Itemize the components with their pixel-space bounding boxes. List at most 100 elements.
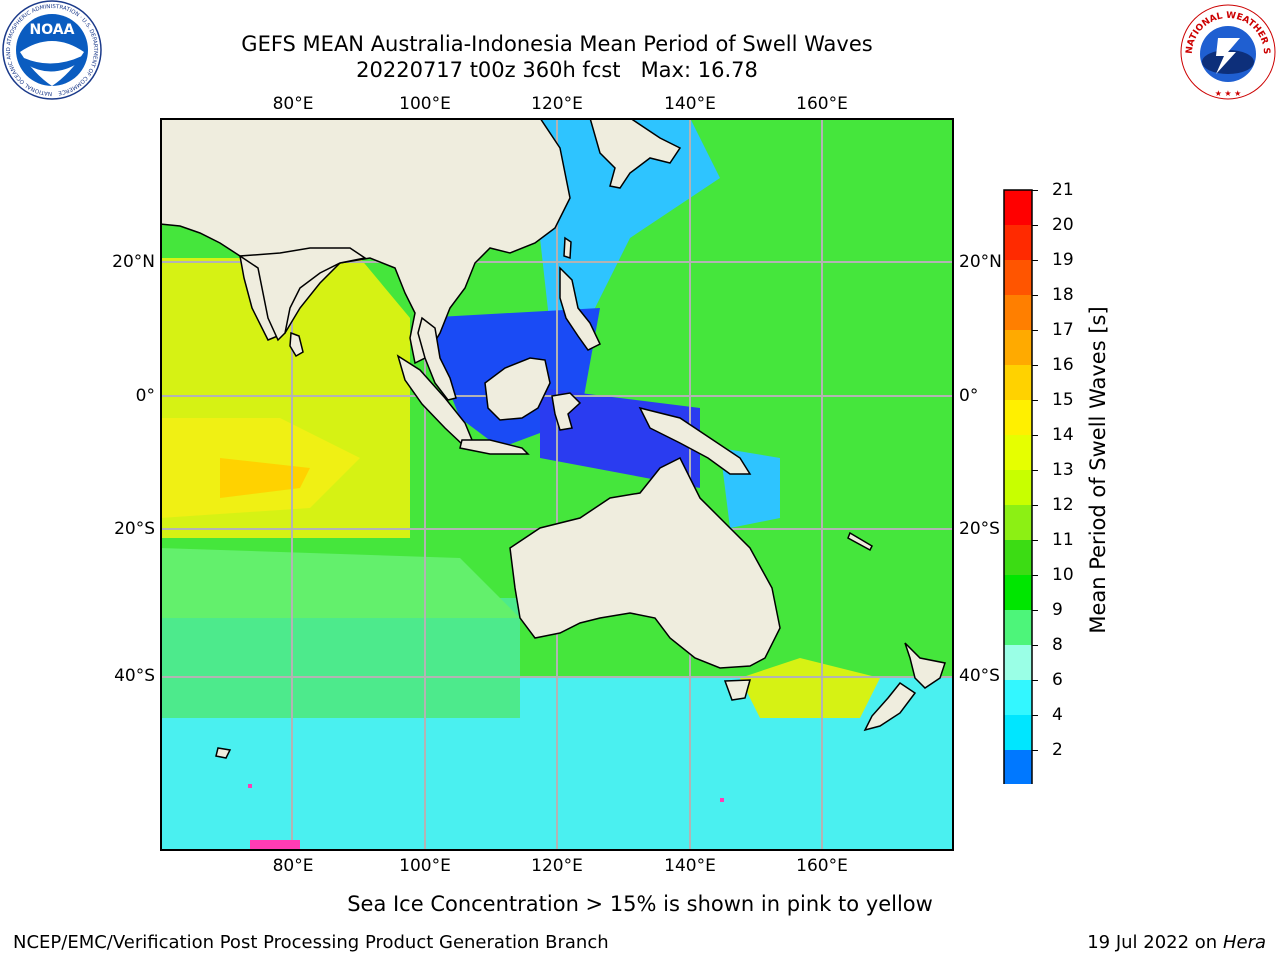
colorbar-tick-label: 16 (1052, 355, 1074, 375)
lon-label-top-120e: 120°E (531, 94, 583, 114)
new-guinea (638, 406, 752, 475)
sea-ice-note: Sea Ice Concentration > 15% is shown in … (347, 892, 933, 916)
colorbar-tick-mark (1032, 434, 1038, 436)
colorbar-outline (1003, 189, 1033, 784)
lat-label-left-40s: 40°S (114, 666, 155, 686)
map-frame (160, 118, 954, 851)
chart-title-line1: GEFS MEAN Australia-Indonesia Mean Perio… (241, 32, 873, 56)
colorbar-segment (1004, 470, 1032, 505)
colorbar-tick-label: 10 (1052, 565, 1074, 585)
lat-label-left-eq: 0° (135, 386, 155, 406)
map-panel (160, 118, 954, 851)
footer-machine: Hera (1222, 932, 1266, 953)
lat-label-right-20s: 20°S (959, 519, 1000, 539)
colorbar-tick-label: 4 (1052, 705, 1063, 725)
kerguelen (215, 747, 232, 759)
colorbar-tick-mark (1032, 714, 1038, 716)
taiwan (563, 236, 572, 260)
colorbar-tick-mark (1032, 644, 1038, 646)
tasman-sea-swell (740, 658, 880, 718)
lon-label-top-80e: 80°E (272, 94, 314, 114)
svg-text:★ ★ ★: ★ ★ ★ (1215, 89, 1242, 98)
lon-label-bottom-100e: 100°E (399, 856, 451, 876)
japan-korea (589, 118, 682, 189)
footer-right: 19 Jul 2022 on Hera (1087, 932, 1266, 954)
india-peninsula (237, 247, 367, 342)
colorbar-tick-label: 19 (1052, 250, 1074, 270)
footer-left: NCEP/EMC/Verification Post Processing Pr… (13, 932, 609, 953)
sea-ice-marks (248, 784, 724, 851)
colorbar-tick-mark (1032, 364, 1038, 366)
colorbar-tick-mark (1032, 539, 1038, 541)
colorbar-segment (1004, 540, 1032, 575)
colorbar-tick-mark (1032, 294, 1038, 296)
indian-ocean-max-swell (220, 458, 310, 498)
lat-label-right-20n: 20°N (959, 252, 1002, 272)
tasmania (723, 679, 751, 701)
colorbar-tick-label: 17 (1052, 320, 1074, 340)
colorbar-tick-mark (1032, 609, 1038, 611)
lon-label-bottom-160e: 160°E (796, 856, 848, 876)
colorbar-tick-mark (1032, 749, 1038, 751)
sri-lanka (289, 331, 304, 358)
colorbar (1003, 189, 1033, 784)
lon-label-top-140e: 140°E (664, 94, 716, 114)
new-caledonia (847, 531, 873, 552)
colorbar-segment (1004, 645, 1032, 680)
colorbar-tick-mark (1032, 504, 1038, 506)
sulawesi (551, 392, 582, 431)
colorbar-tick-label: 11 (1052, 530, 1074, 550)
colorbar-segment (1004, 610, 1032, 645)
colorbar-segment (1004, 400, 1032, 435)
colorbar-segment (1004, 750, 1032, 784)
colorbar-tick-label: 8 (1052, 635, 1063, 655)
colorbar-tick-label: 2 (1052, 740, 1063, 760)
colorbar-tick-label: 21 (1052, 180, 1074, 200)
colorbar-tick-label: 6 (1052, 670, 1063, 690)
colorbar-segment (1004, 330, 1032, 365)
south-indian-band (160, 548, 520, 618)
lat-label-left-20n: 20°N (112, 252, 155, 272)
noaa-logo-icon: NATIONAL OCEANIC AND ATMOSPHERIC ADMINIS… (2, 0, 102, 100)
lat-label-right-40s: 40°S (959, 666, 1000, 686)
lon-label-bottom-80e: 80°E (272, 856, 314, 876)
philippines (559, 266, 601, 351)
colorbar-segment (1004, 435, 1032, 470)
colorbar-tick-mark (1032, 469, 1038, 471)
colorbar-segment (1004, 225, 1032, 260)
malay-peninsula (417, 316, 457, 401)
china-seas-short-swell (540, 118, 720, 328)
colorbar-tick-mark (1032, 574, 1038, 576)
colorbar-segment (1004, 505, 1032, 540)
colorbar-label: Mean Period of Swell Waves [s] (1086, 306, 1110, 634)
colorbar-tick-mark (1032, 224, 1038, 226)
colorbar-tick-label: 20 (1052, 215, 1074, 235)
new-zealand-south (863, 681, 917, 732)
java (459, 439, 530, 455)
noaa-logo-text: NOAA (30, 22, 75, 38)
colorbar-tick-mark (1032, 399, 1038, 401)
colorbar-tick-label: 14 (1052, 425, 1074, 445)
footer-date: 19 Jul 2022 on (1087, 932, 1223, 953)
lon-label-top-160e: 160°E (796, 94, 848, 114)
colorbar-tick-mark (1032, 259, 1038, 261)
borneo (484, 357, 551, 421)
colorbar-tick-mark (1032, 329, 1038, 331)
colorbar-tick-label: 18 (1052, 285, 1074, 305)
colorbar-tick-mark (1032, 189, 1038, 191)
nws-logo-icon: NATIONAL WEATHER SERVICE ★ ★ ★ (1178, 2, 1276, 100)
lat-label-left-20s: 20°S (114, 519, 155, 539)
colorbar-segment (1004, 295, 1032, 330)
lon-label-bottom-140e: 140°E (664, 856, 716, 876)
land-masses (160, 118, 946, 759)
chart-title-line2: 20220717 t00z 360h fcst Max: 16.78 (356, 58, 758, 82)
lon-label-top-100e: 100°E (399, 94, 451, 114)
colorbar-tick-mark (1032, 679, 1038, 681)
colorbar-segment (1004, 715, 1032, 750)
colorbar-tick-label: 15 (1052, 390, 1074, 410)
lat-label-right-eq: 0° (959, 386, 979, 406)
colorbar-segment (1004, 575, 1032, 610)
colorbar-tick-label: 12 (1052, 495, 1074, 515)
colorbar-segment (1004, 260, 1032, 295)
colorbar-tick-label: 9 (1052, 600, 1063, 620)
